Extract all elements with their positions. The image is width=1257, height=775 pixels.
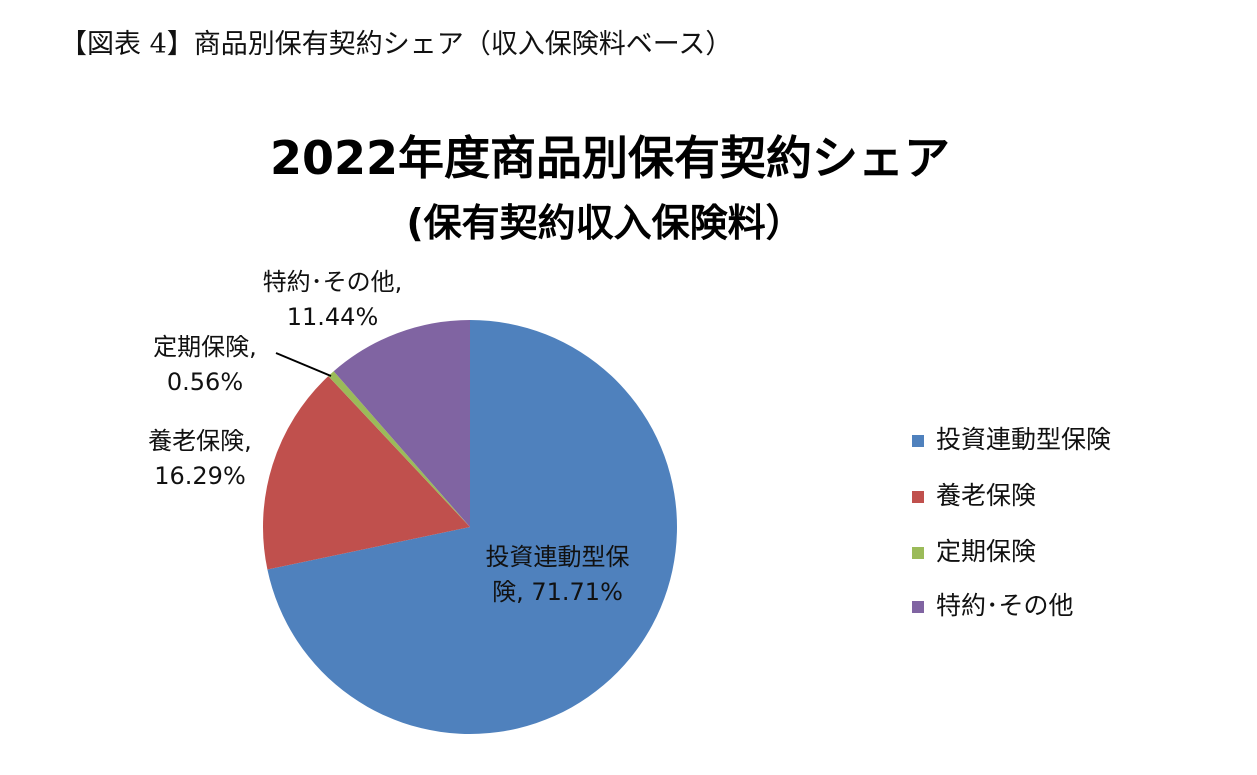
data-label: 養老保険, 16.29% <box>148 427 252 490</box>
legend-swatch <box>912 547 924 559</box>
leader-line <box>275 352 332 377</box>
pie-slice <box>263 376 470 570</box>
data-label: 特約･その他, 11.44% <box>262 268 403 331</box>
legend-label: 特約･その他 <box>936 591 1074 620</box>
legend-label: 定期保険 <box>936 537 1036 566</box>
chart-subtitle: (保有契約収入保険料） <box>406 201 804 245</box>
legend-swatch <box>912 435 924 447</box>
legend-label: 投資連動型保険 <box>936 425 1111 454</box>
data-label: 定期保険, 0.56% <box>153 333 257 396</box>
pie-slice <box>333 320 470 527</box>
legend-label: 養老保険 <box>936 481 1036 510</box>
chart-title: 2022年度商品別保有契約シェア <box>269 131 951 185</box>
pie-slice <box>328 371 470 527</box>
pie-slice <box>267 320 677 734</box>
page-header: 【図表 4】商品別保有契約シェア（収入保険料ベース） <box>60 29 733 60</box>
data-label: 投資連動型保険, 71.71% <box>485 543 630 606</box>
legend-swatch <box>912 601 924 613</box>
legend-swatch <box>912 491 924 503</box>
